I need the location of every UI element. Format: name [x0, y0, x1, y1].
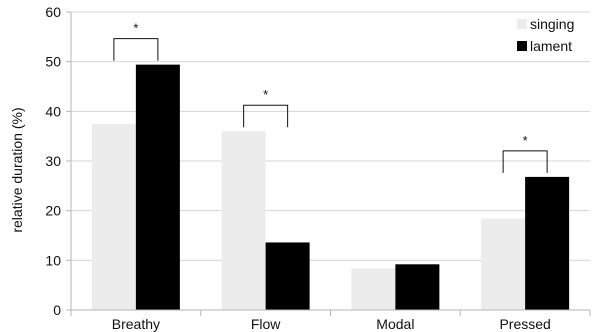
x-tick-label: Breathy [112, 316, 160, 332]
significance-star: * [263, 87, 268, 102]
significance-bracket [243, 104, 289, 128]
bar-singing-flow [221, 131, 266, 310]
bar-lament-modal [395, 264, 440, 310]
y-tick-label: 0 [53, 302, 61, 318]
y-tick-label: 60 [45, 4, 61, 20]
bar-lament-breathy [135, 64, 180, 310]
bars [91, 64, 570, 310]
legend-label-lament: lament [530, 38, 572, 54]
bar-singing-pressed [481, 218, 526, 310]
x-tick-label: Pressed [499, 316, 550, 332]
significance-bracket [502, 150, 548, 173]
y-tick-label: 50 [45, 54, 61, 70]
bar-singing-modal [351, 268, 396, 310]
bar-lament-pressed [525, 176, 570, 310]
legend-label-singing: singing [530, 16, 574, 32]
significance-star: * [523, 133, 528, 148]
axes [66, 11, 590, 311]
x-tick-labels: Breathy Flow Modal Pressed [112, 316, 551, 332]
y-tick-label: 40 [45, 103, 61, 119]
y-tick-label: 30 [45, 153, 61, 169]
significance-brackets: * * * [113, 21, 548, 173]
y-tick-label: 10 [45, 252, 61, 268]
x-tick-label: Flow [251, 316, 281, 332]
y-tick-label: 20 [45, 203, 61, 219]
legend-swatch-lament [517, 41, 527, 51]
x-tick-label: Modal [376, 316, 414, 332]
bar-lament-flow [265, 242, 310, 310]
legend-swatch-singing [517, 19, 527, 29]
y-tick-labels: 0 10 20 30 40 50 60 [45, 4, 61, 318]
significance-bracket [113, 38, 159, 61]
legend: singing lament [517, 16, 574, 54]
bar-singing-breathy [91, 123, 136, 310]
y-axis-title: relative duration (%) [9, 107, 25, 232]
significance-star: * [133, 21, 138, 36]
